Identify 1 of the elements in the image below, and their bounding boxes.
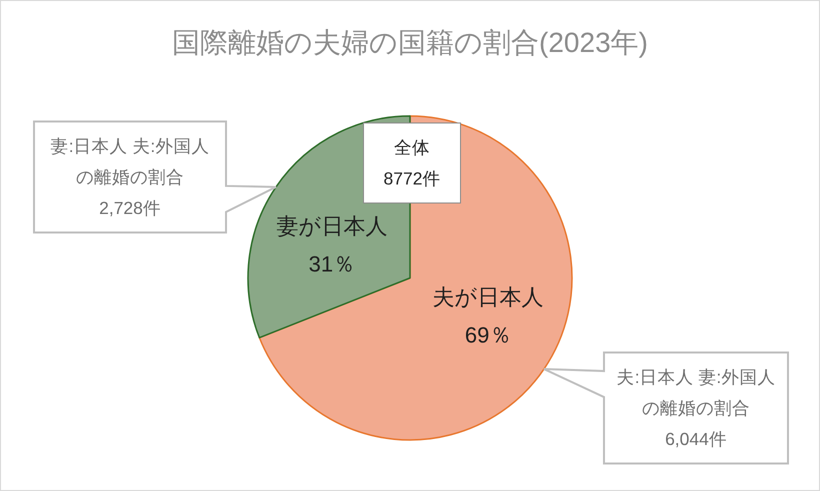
title: 国際離婚の夫婦の国籍の割合(2023年) bbox=[172, 27, 648, 58]
